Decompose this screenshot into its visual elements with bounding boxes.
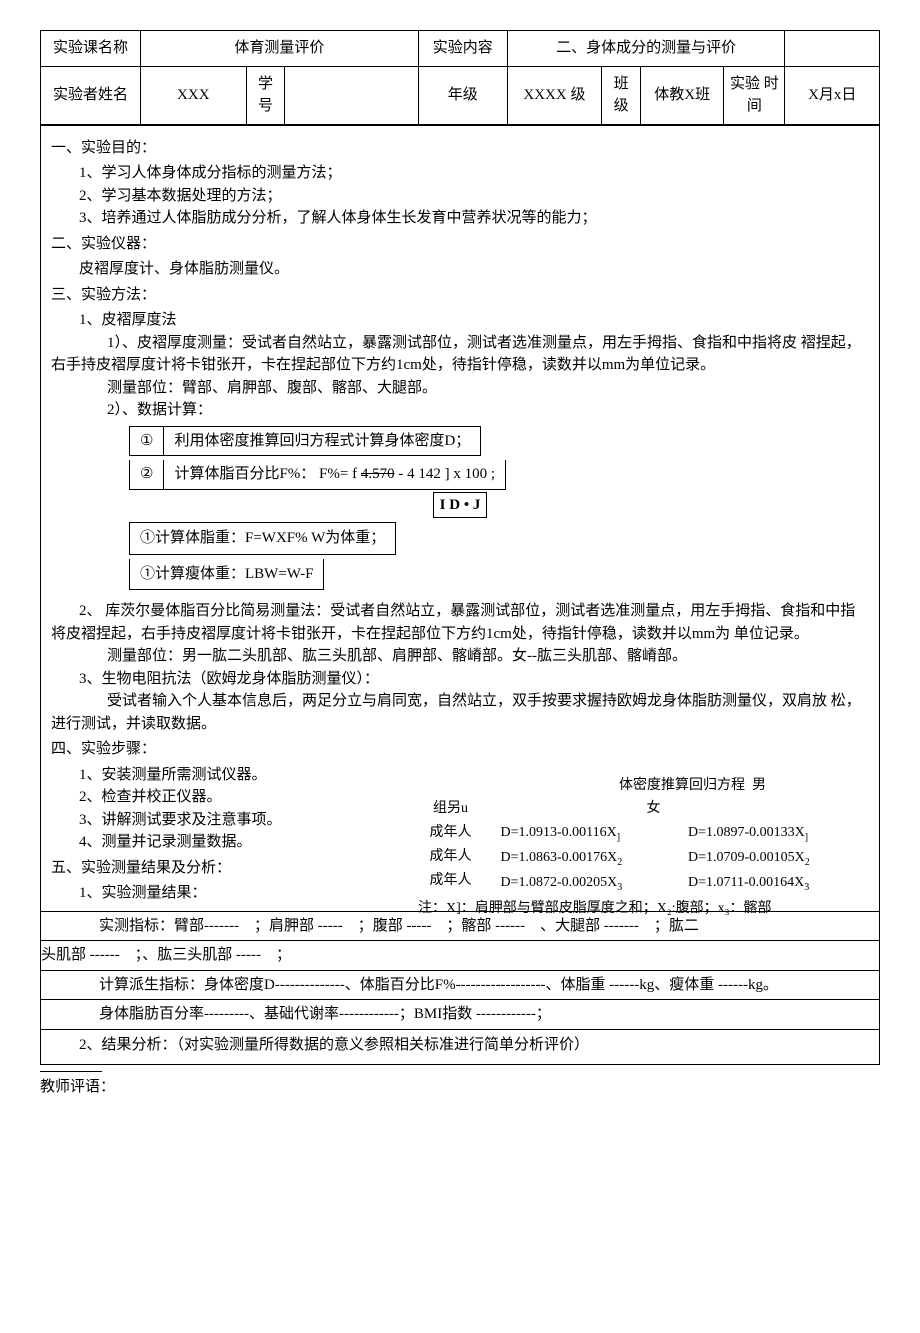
derived-row2: 身体脂肪百分率---------、基础代谢率------------；BMI指数… [41,1000,879,1030]
formula-box-1: ① 利用体密度推算回归方程式计算身体密度D； [129,426,481,457]
reg-f1: D=1.0897-0.00133X] [688,821,853,846]
sec2-title: 二、实验仪器： [51,233,869,256]
reg-g2: 成年人 [418,845,483,869]
id-label: 学号 [246,66,285,124]
content-value: 二、身体成分的测量与评价 [507,31,785,67]
reg-m2: D=1.0863-0.00176X2 [501,846,671,871]
reg-f3: D=1.0711-0.00164X3 [688,871,853,896]
content-table: 一、实验目的： 1、学习人体身体成分指标的测量方法； 2、学习基本数据处理的方法… [40,125,880,1066]
reg-group-hdr: 组另u [418,797,483,821]
sec1-item2: 2、学习基本数据处理的方法； [51,185,869,208]
reg-g1: 成年人 [418,821,483,845]
sec1-item3: 3、培养通过人体脂肪成分分析，了解人体身体生长发育中营养状况等的能力； [51,207,869,230]
reg-g3: 成年人 [418,869,483,893]
regression-col-m: 男 [752,778,766,793]
class-label: 班级 [602,66,641,124]
circ1-text: 利用体密度推算回归方程式计算身体密度D； [164,426,481,456]
header-table: 实验课名称 体育测量评价 实验内容 二、身体成分的测量与评价 实验者姓名 XXX… [40,30,880,125]
sec3-m2: 2、 库茨尔曼体脂百分比简易测量法：受试者自然站立，暴露测试部位，测试者选准测量… [51,600,869,645]
regression-title: 体密度推算回归方程 [619,778,745,793]
sec3-m1-2: 2）、数据计算： [51,399,869,422]
name-value: XXX [141,66,247,124]
reg-f2: D=1.0709-0.00105X2 [688,846,853,871]
course-label: 实验课名称 [41,31,141,67]
circ1-label: ① [130,426,164,456]
sec3-title: 三、实验方法： [51,284,869,307]
circ4: ①计算瘦体重：LBW=W-F [129,559,324,591]
teacher-comment-label: 教师评语： [40,1076,880,1099]
sec5-r2: 2、结果分析：（对实验测量所得数据的意义参照相关标准进行简单分析评价） [51,1034,869,1057]
id-value [285,66,418,124]
sec3-m3: 3、生物电阻抗法（欧姆龙身体脂肪测量仪）： [51,668,869,691]
sec3-m1-1: 1）、皮褶厚度测量：受试者自然站立，暴露测试部位，测试者选准测量点，用左手拇指、… [51,332,869,377]
sec1-title: 一、实验目的： [51,137,869,160]
measured-row2: 头肌部 ------ ；、肱三头肌部 ----- ； [41,941,879,971]
sec3-m2-parts: 测量部位：男一肱二头肌部、肱三头肌部、肩胛部、髂嵴部。女--肱三头肌部、髂嵴部。 [51,645,869,668]
reg-m1: D=1.0913-0.00116X] [501,821,671,846]
formula-box-2: ② 计算体脂百分比F%： F%= f 4.570 - 4 142 ] x 100… [129,460,506,490]
time-value: X月x日 [785,66,880,124]
circ3: ①计算体脂重：F=WXF% W为体重； [129,522,396,555]
d-box-wrap: I D • J [51,492,869,519]
reg-m3: D=1.0872-0.00205X3 [501,871,671,896]
grade-value: XXXX 级 [507,66,601,124]
sec3-m3-desc: 受试者输入个人基本信息后，两足分立与肩同宽，自然站立，双手按要求握持欧姆龙身体脂… [51,690,869,735]
sec1-item1: 1、学习人体身体成分指标的测量方法； [51,162,869,185]
content-label: 实验内容 [418,31,507,67]
separator-line [40,1071,102,1072]
sec3-m1-parts: 测量部位：臂部、肩胛部、腹部、髂部、大腿部。 [51,377,869,400]
sec4-title: 四、实验步骤： [51,738,869,761]
grade-label: 年级 [418,66,507,124]
name-label: 实验者姓名 [41,66,141,124]
regression-block: 体密度推算回归方程 男 组另u 成年人 成年人 成年人 女 D=1.0913-0… [418,774,867,922]
time-label: 实验 时间 [724,66,785,124]
circ2-text: 计算体脂百分比F%： F%= f 4.570 - 4 142 ] x 100 ; [164,460,506,489]
circ2-label: ② [130,460,164,489]
class-value: 体教X班 [641,66,724,124]
sec2-item1: 皮褶厚度计、身体脂肪测量仪。 [51,258,869,281]
content-body: 一、实验目的： 1、学习人体身体成分指标的测量方法； 2、学习基本数据处理的方法… [41,125,880,1065]
course-value: 体育测量评价 [141,31,419,67]
reg-f-hdr: 女 [501,797,671,821]
reg-note: 注：X]：肩胛部与臂部皮脂厚度之和；X₂:腹部；x₃：髂部 [418,897,867,921]
d-box: I D • J [433,492,488,519]
derived-row: 计算派生指标：身体密度D--------------、体脂百分比F%------… [41,971,879,1001]
sec3-m1: 1、皮褶厚度法 [51,309,869,332]
